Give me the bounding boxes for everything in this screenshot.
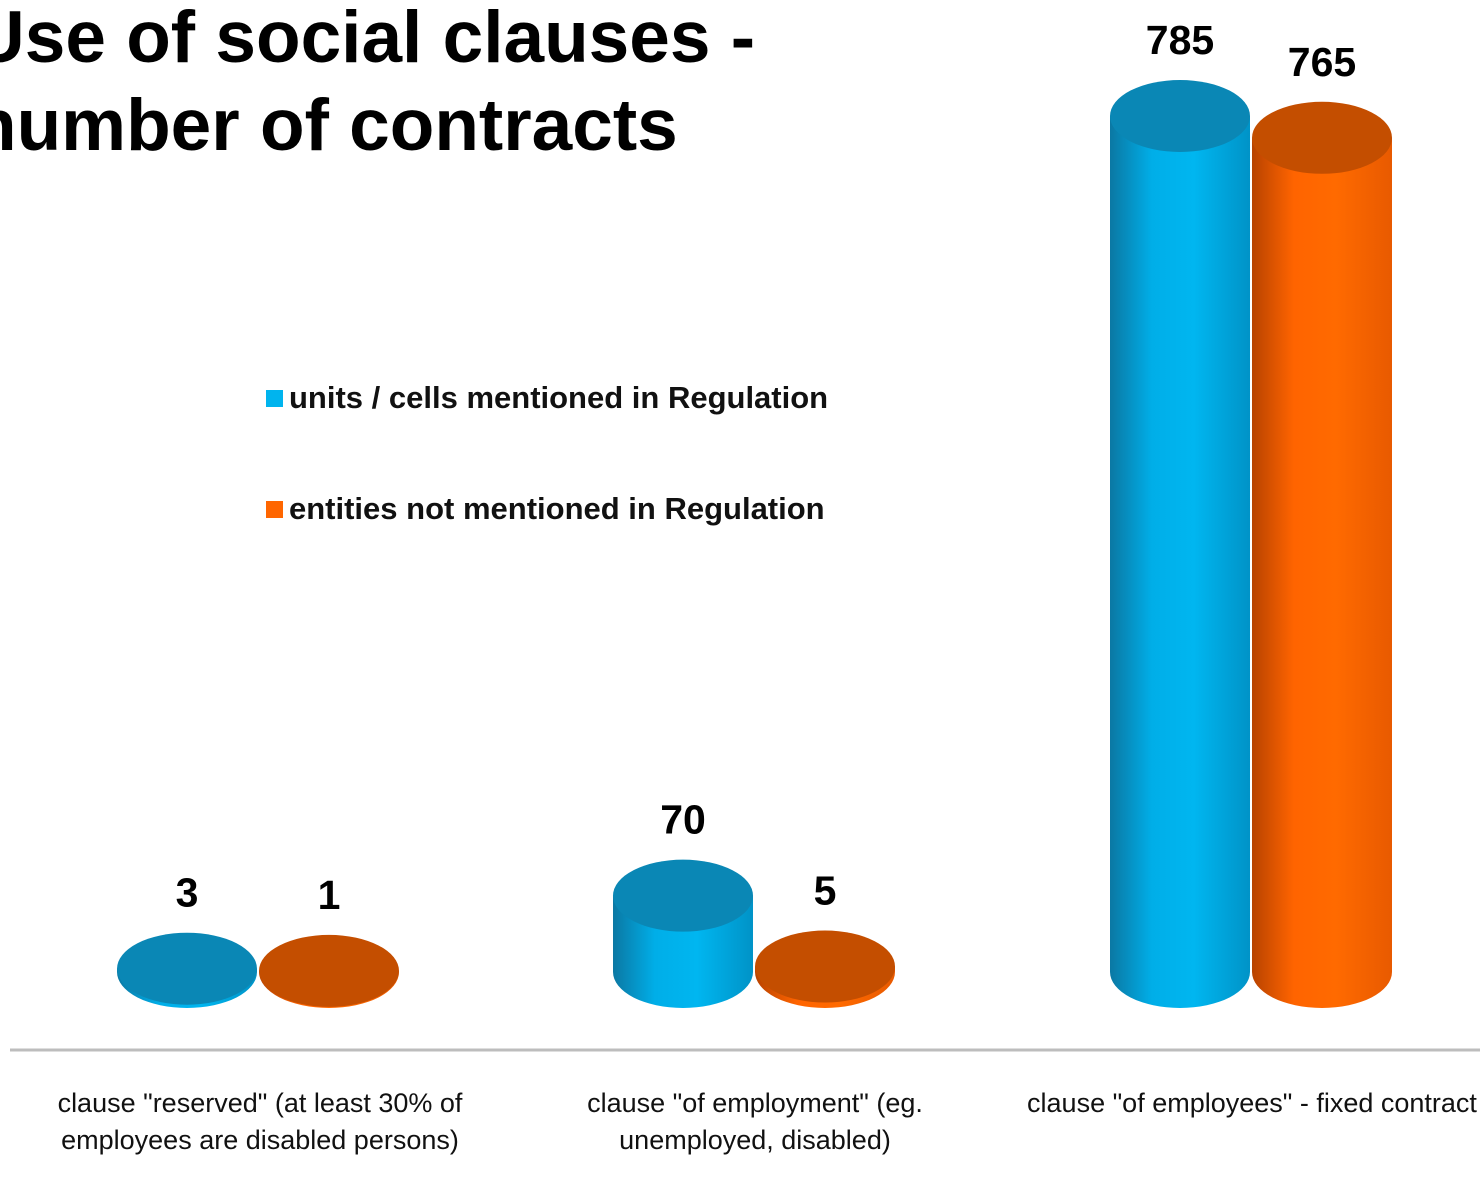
- legend-label-units: units / cells mentioned in Regulation: [289, 380, 829, 415]
- data-label: 785: [1146, 17, 1214, 63]
- data-label: 3: [176, 870, 199, 916]
- category-label-employees: clause "of employees" - fixed contract: [1027, 1088, 1477, 1118]
- bar-0-1: [613, 859, 753, 1008]
- data-label: 765: [1288, 39, 1356, 85]
- data-label: 5: [814, 868, 837, 914]
- bar-top: [613, 859, 753, 932]
- bar-1-1: [755, 930, 895, 1008]
- bar-1-0: [259, 934, 399, 1008]
- bar-body: [1110, 116, 1250, 1008]
- data-label: 1: [318, 872, 341, 918]
- chart-title-line-2: number of contracts: [0, 85, 678, 166]
- bar-top: [1110, 80, 1250, 152]
- data-label: 70: [660, 797, 706, 843]
- bar-top: [117, 932, 257, 1005]
- bar-body: [1252, 137, 1392, 1009]
- legend-label-entities: entities not mentioned in Regulation: [289, 491, 825, 526]
- chart-title-line-1: Use of social clauses -: [0, 0, 756, 78]
- bar-0-0: [117, 932, 257, 1008]
- legend-item-entities: entities not mentioned in Regulation: [266, 491, 825, 527]
- legend-swatch-orange: [266, 500, 283, 518]
- bar-top: [1252, 101, 1392, 174]
- legend-item-units: units / cells mentioned in Regulation: [266, 380, 828, 416]
- bar-top: [259, 934, 399, 1007]
- bar-1-2: [1252, 101, 1392, 1009]
- category-label-reserved: clause "reserved" (at least 30% of emplo…: [57, 1088, 463, 1155]
- bar-top: [755, 930, 895, 1003]
- category-label-employment: clause "of employment" (eg. unemployed, …: [587, 1088, 923, 1155]
- bar-0-2: [1110, 80, 1250, 1008]
- chart-title: Use of social clauses - number of contra…: [0, 0, 755, 170]
- legend-swatch-blue: [266, 389, 283, 407]
